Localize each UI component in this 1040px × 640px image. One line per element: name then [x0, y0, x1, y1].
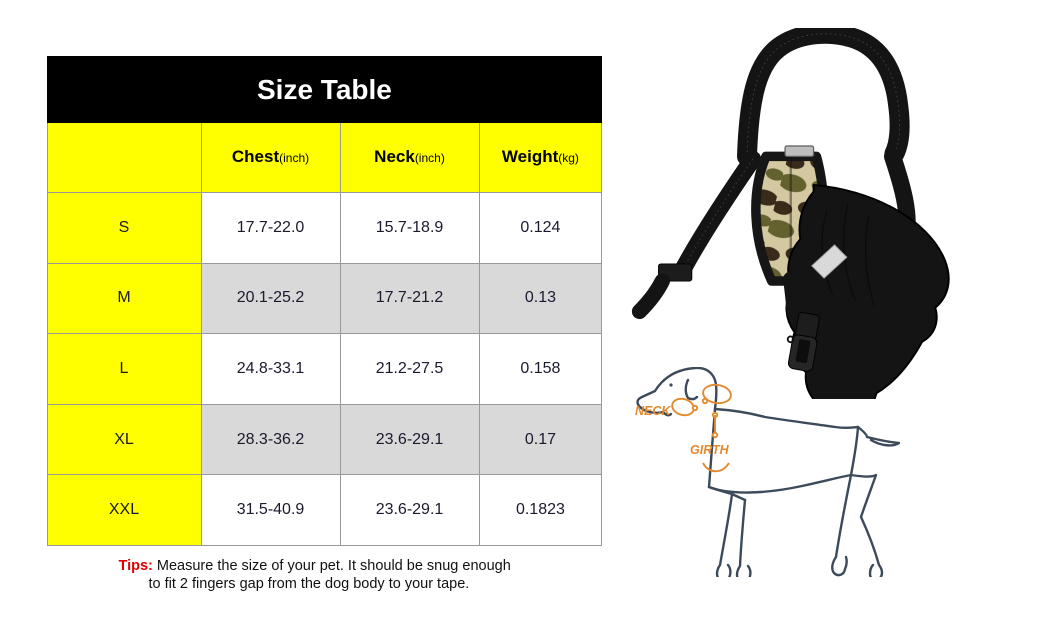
svg-text:GIRTH: GIRTH: [690, 443, 730, 457]
svg-text:NECK: NECK: [635, 404, 671, 418]
